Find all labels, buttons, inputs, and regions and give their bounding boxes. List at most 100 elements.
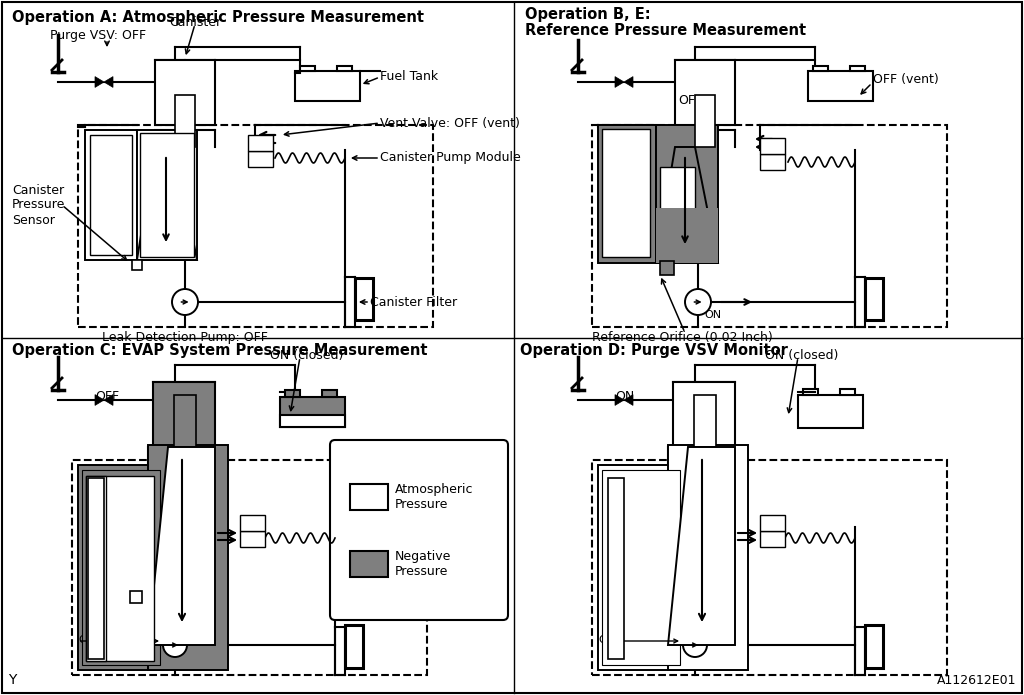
Bar <box>153 382 215 447</box>
FancyBboxPatch shape <box>330 440 508 620</box>
Bar <box>598 465 688 670</box>
Circle shape <box>683 633 707 657</box>
Text: Operation C: EVAP System Pressure Measurement: Operation C: EVAP System Pressure Measur… <box>12 343 427 358</box>
Bar <box>695 95 715 147</box>
Bar <box>240 515 265 531</box>
Bar <box>82 470 160 665</box>
Bar <box>760 138 785 154</box>
Bar <box>350 551 388 577</box>
Bar <box>865 278 883 320</box>
Text: Reference Pressure Measurement: Reference Pressure Measurement <box>525 23 806 38</box>
Polygon shape <box>656 147 718 263</box>
Bar <box>130 591 142 603</box>
Bar <box>865 625 883 668</box>
Bar <box>760 154 785 170</box>
Polygon shape <box>148 447 215 645</box>
Bar <box>72 460 427 675</box>
Bar <box>286 390 299 397</box>
Bar <box>345 625 362 668</box>
Text: Canister: Canister <box>169 17 221 29</box>
Bar <box>592 125 947 327</box>
Polygon shape <box>624 395 633 405</box>
Text: Operation D: Purge VSV Monitor: Operation D: Purge VSV Monitor <box>520 343 787 358</box>
Polygon shape <box>104 76 113 88</box>
Text: Atmospheric
Pressure: Atmospheric Pressure <box>395 483 473 511</box>
Text: Negative
Pressure: Negative Pressure <box>395 550 452 578</box>
Bar <box>850 65 864 71</box>
Text: Operation A: Atmospheric Pressure Measurement: Operation A: Atmospheric Pressure Measur… <box>12 10 424 25</box>
Polygon shape <box>615 76 624 88</box>
Bar <box>140 133 194 257</box>
Bar <box>760 531 785 547</box>
Bar <box>174 395 196 447</box>
Bar <box>673 382 735 447</box>
Bar <box>592 460 947 675</box>
Bar <box>598 125 656 263</box>
Text: Vent Valve: OFF (vent): Vent Valve: OFF (vent) <box>380 117 520 129</box>
Bar <box>280 415 345 427</box>
Polygon shape <box>95 76 104 88</box>
Circle shape <box>163 633 187 657</box>
Bar <box>240 531 265 547</box>
Bar <box>602 470 680 665</box>
Bar <box>355 278 373 320</box>
Bar <box>90 135 132 255</box>
Bar <box>608 478 624 659</box>
Text: Leak Detection Pump: OFF: Leak Detection Pump: OFF <box>102 331 268 343</box>
Bar <box>78 465 168 670</box>
Polygon shape <box>624 76 633 88</box>
Bar <box>656 208 718 263</box>
Bar <box>137 130 197 260</box>
Bar <box>675 60 735 125</box>
Bar <box>841 389 855 395</box>
Bar <box>78 125 433 327</box>
Bar <box>295 71 360 101</box>
Polygon shape <box>668 447 735 645</box>
Polygon shape <box>148 447 215 645</box>
Text: ON: ON <box>705 310 721 320</box>
Bar <box>694 395 716 447</box>
Bar <box>88 478 104 659</box>
Bar <box>155 60 215 125</box>
Bar <box>86 476 154 661</box>
Bar <box>808 71 873 101</box>
Text: ON (closed): ON (closed) <box>270 348 343 361</box>
Text: Reference Orifice (0.02 Inch): Reference Orifice (0.02 Inch) <box>592 331 773 343</box>
Bar <box>668 445 748 670</box>
Text: ON (closed): ON (closed) <box>765 348 839 361</box>
Bar <box>86 476 154 661</box>
Bar <box>86 476 106 661</box>
Bar <box>798 395 863 428</box>
Text: A112612E01: A112612E01 <box>937 674 1016 687</box>
Text: Purge VSV: OFF: Purge VSV: OFF <box>50 28 146 42</box>
Polygon shape <box>615 395 624 405</box>
Text: ON: ON <box>598 635 615 645</box>
Bar <box>248 135 273 151</box>
Polygon shape <box>95 395 104 405</box>
Text: Y: Y <box>8 673 16 687</box>
Bar <box>760 515 785 531</box>
Bar <box>337 65 351 71</box>
Text: ON: ON <box>78 635 95 645</box>
Bar <box>175 95 195 147</box>
Bar <box>85 130 137 260</box>
Bar <box>803 389 817 395</box>
Text: ON: ON <box>615 391 634 404</box>
Bar <box>132 260 142 270</box>
Text: Canister Filter: Canister Filter <box>370 295 457 309</box>
Text: OFF (vent): OFF (vent) <box>873 74 939 86</box>
Text: Canister Pump Module: Canister Pump Module <box>380 152 521 165</box>
Bar <box>660 261 674 275</box>
Bar <box>280 397 345 427</box>
Bar <box>350 484 388 510</box>
Text: OFF: OFF <box>678 94 702 106</box>
Polygon shape <box>668 447 735 645</box>
Text: Operation B, E:: Operation B, E: <box>525 7 650 22</box>
Bar <box>656 125 718 263</box>
Text: Canister
Pressure
Sensor: Canister Pressure Sensor <box>12 183 66 227</box>
Bar <box>148 445 228 670</box>
Text: OFF: OFF <box>95 391 119 404</box>
Polygon shape <box>104 395 113 405</box>
Circle shape <box>172 289 198 315</box>
Bar <box>300 65 314 71</box>
